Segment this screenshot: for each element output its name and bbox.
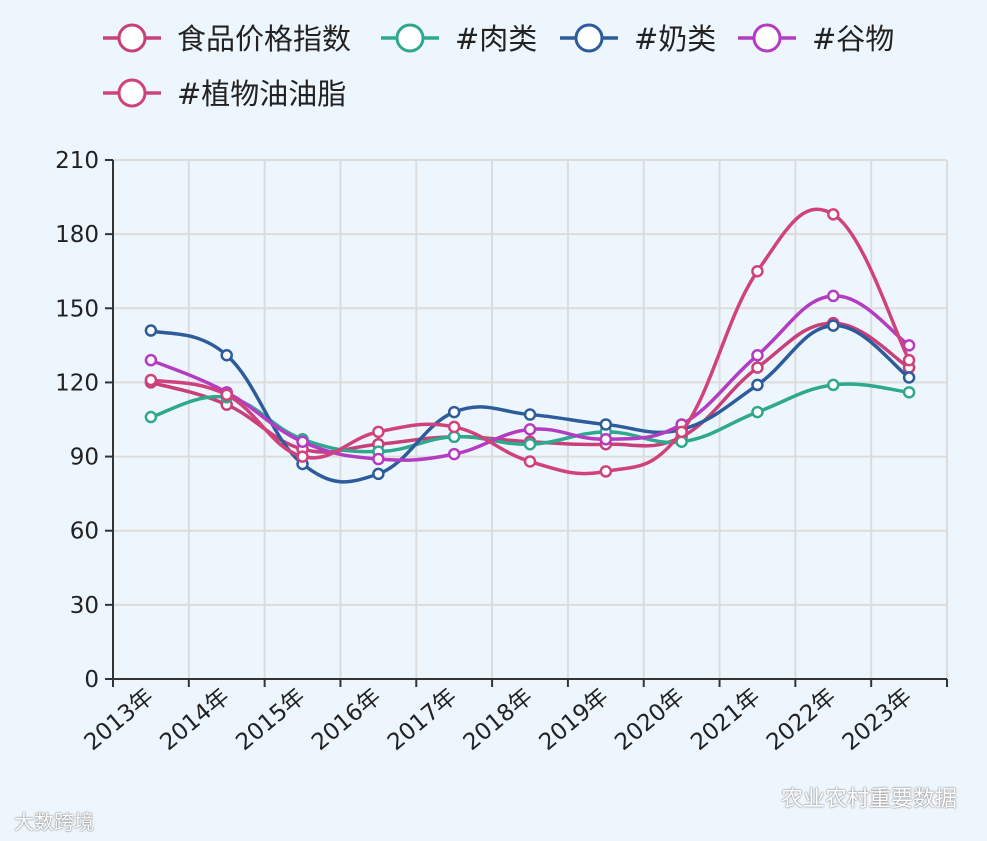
series-group bbox=[144, 207, 916, 478]
data-point[interactable] bbox=[372, 425, 385, 439]
tick-label-y: 150 bbox=[55, 296, 99, 322]
data-point[interactable] bbox=[751, 264, 764, 278]
legend-label: #奶类 bbox=[634, 22, 716, 56]
tick-label-x: 2021年 bbox=[686, 684, 765, 756]
legend[interactable]: 食品价格指数 #肉类 #奶类 #谷物 #植物油油脂 bbox=[103, 22, 894, 111]
data-point[interactable] bbox=[220, 388, 233, 402]
data-point[interactable] bbox=[447, 447, 461, 461]
data-point[interactable] bbox=[296, 450, 309, 463]
tick-label-y: 90 bbox=[70, 445, 99, 471]
data-point[interactable] bbox=[827, 208, 840, 221]
tick-label-x: 2018年 bbox=[459, 684, 538, 756]
legend-marker bbox=[574, 23, 604, 53]
data-point[interactable] bbox=[599, 433, 613, 446]
data-point[interactable] bbox=[144, 373, 158, 387]
tick-label-x: 2019年 bbox=[534, 684, 613, 756]
legend-item[interactable]: #谷物 bbox=[738, 22, 894, 56]
tick-label-y: 0 bbox=[84, 667, 99, 693]
legend-label: #谷物 bbox=[812, 22, 894, 56]
series-layer bbox=[144, 207, 916, 484]
series-line bbox=[150, 207, 911, 476]
tick-label-x: 2023年 bbox=[838, 684, 917, 756]
data-point[interactable] bbox=[827, 378, 840, 392]
data-point[interactable] bbox=[220, 348, 233, 362]
tick-label-y: 180 bbox=[55, 222, 99, 248]
data-point[interactable] bbox=[447, 430, 461, 444]
tick-label-x: 2022年 bbox=[762, 684, 841, 756]
data-point[interactable] bbox=[751, 361, 764, 374]
data-point[interactable] bbox=[827, 319, 840, 332]
data-point[interactable] bbox=[599, 418, 613, 431]
legend-item[interactable]: #奶类 bbox=[560, 22, 716, 56]
data-point[interactable] bbox=[523, 408, 537, 421]
legend-marker bbox=[117, 78, 147, 108]
watermark-brand: 大数跨境 bbox=[14, 810, 94, 834]
legend-label: #肉类 bbox=[455, 22, 537, 56]
legend-label: #植物油油脂 bbox=[177, 77, 346, 111]
data-point[interactable] bbox=[902, 386, 916, 399]
legend-item[interactable]: 食品价格指数 bbox=[103, 22, 351, 56]
series-group bbox=[144, 289, 916, 466]
data-point[interactable] bbox=[751, 348, 764, 362]
data-point[interactable] bbox=[372, 467, 385, 481]
legend-marker bbox=[752, 23, 782, 53]
data-point[interactable] bbox=[523, 437, 537, 451]
data-point[interactable] bbox=[144, 324, 158, 337]
data-point[interactable] bbox=[751, 405, 764, 419]
tick-label-y: 30 bbox=[70, 593, 99, 619]
data-point[interactable] bbox=[447, 420, 461, 434]
tick-label-x: 2015年 bbox=[231, 684, 310, 756]
legend-item[interactable]: #肉类 bbox=[381, 22, 537, 56]
legend-marker bbox=[117, 23, 147, 53]
tick-label-x: 2013年 bbox=[80, 684, 159, 756]
watermark-source: 农业农村重要数据 bbox=[780, 787, 957, 812]
data-point[interactable] bbox=[902, 353, 916, 367]
tick-label-y: 210 bbox=[55, 148, 99, 174]
data-point[interactable] bbox=[372, 452, 385, 466]
data-point[interactable] bbox=[144, 410, 158, 424]
tick-label-y: 60 bbox=[70, 519, 99, 545]
tick-label-x: 2014年 bbox=[155, 684, 234, 756]
data-point[interactable] bbox=[599, 465, 613, 478]
data-point[interactable] bbox=[447, 405, 461, 419]
data-point[interactable] bbox=[523, 423, 537, 436]
data-point[interactable] bbox=[902, 371, 916, 384]
tick-label-x: 2016年 bbox=[307, 684, 386, 756]
data-point[interactable] bbox=[296, 435, 309, 448]
tick-label-y: 120 bbox=[55, 370, 99, 396]
data-point[interactable] bbox=[751, 378, 764, 392]
tick-label-x: 2020年 bbox=[610, 684, 689, 756]
data-point[interactable] bbox=[675, 425, 688, 439]
data-point[interactable] bbox=[827, 289, 840, 303]
legend-label: 食品价格指数 bbox=[177, 22, 351, 56]
data-point[interactable] bbox=[144, 353, 158, 367]
tick-label-x: 2017年 bbox=[383, 684, 462, 756]
data-point[interactable] bbox=[523, 455, 537, 468]
legend-marker bbox=[395, 23, 425, 53]
legend-item[interactable]: #植物油油脂 bbox=[103, 77, 346, 111]
